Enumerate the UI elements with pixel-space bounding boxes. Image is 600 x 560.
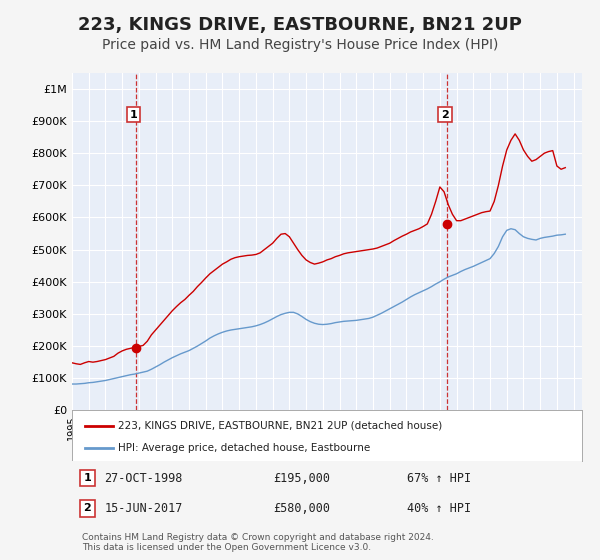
Text: 15-JUN-2017: 15-JUN-2017 [104, 502, 182, 515]
Text: 223, KINGS DRIVE, EASTBOURNE, BN21 2UP: 223, KINGS DRIVE, EASTBOURNE, BN21 2UP [78, 16, 522, 34]
Text: £580,000: £580,000 [273, 502, 330, 515]
Text: 1: 1 [83, 473, 91, 483]
Text: 67% ↑ HPI: 67% ↑ HPI [407, 472, 471, 484]
Text: Contains HM Land Registry data © Crown copyright and database right 2024.
This d: Contains HM Land Registry data © Crown c… [82, 533, 434, 552]
Text: 1: 1 [130, 110, 137, 120]
Text: £195,000: £195,000 [273, 472, 330, 484]
Text: HPI: Average price, detached house, Eastbourne: HPI: Average price, detached house, East… [118, 444, 370, 454]
Text: 2: 2 [441, 110, 449, 120]
Text: 2: 2 [83, 503, 91, 514]
Text: 40% ↑ HPI: 40% ↑ HPI [407, 502, 471, 515]
Text: 27-OCT-1998: 27-OCT-1998 [104, 472, 182, 484]
Text: Price paid vs. HM Land Registry's House Price Index (HPI): Price paid vs. HM Land Registry's House … [102, 38, 498, 52]
Text: 223, KINGS DRIVE, EASTBOURNE, BN21 2UP (detached house): 223, KINGS DRIVE, EASTBOURNE, BN21 2UP (… [118, 421, 442, 431]
